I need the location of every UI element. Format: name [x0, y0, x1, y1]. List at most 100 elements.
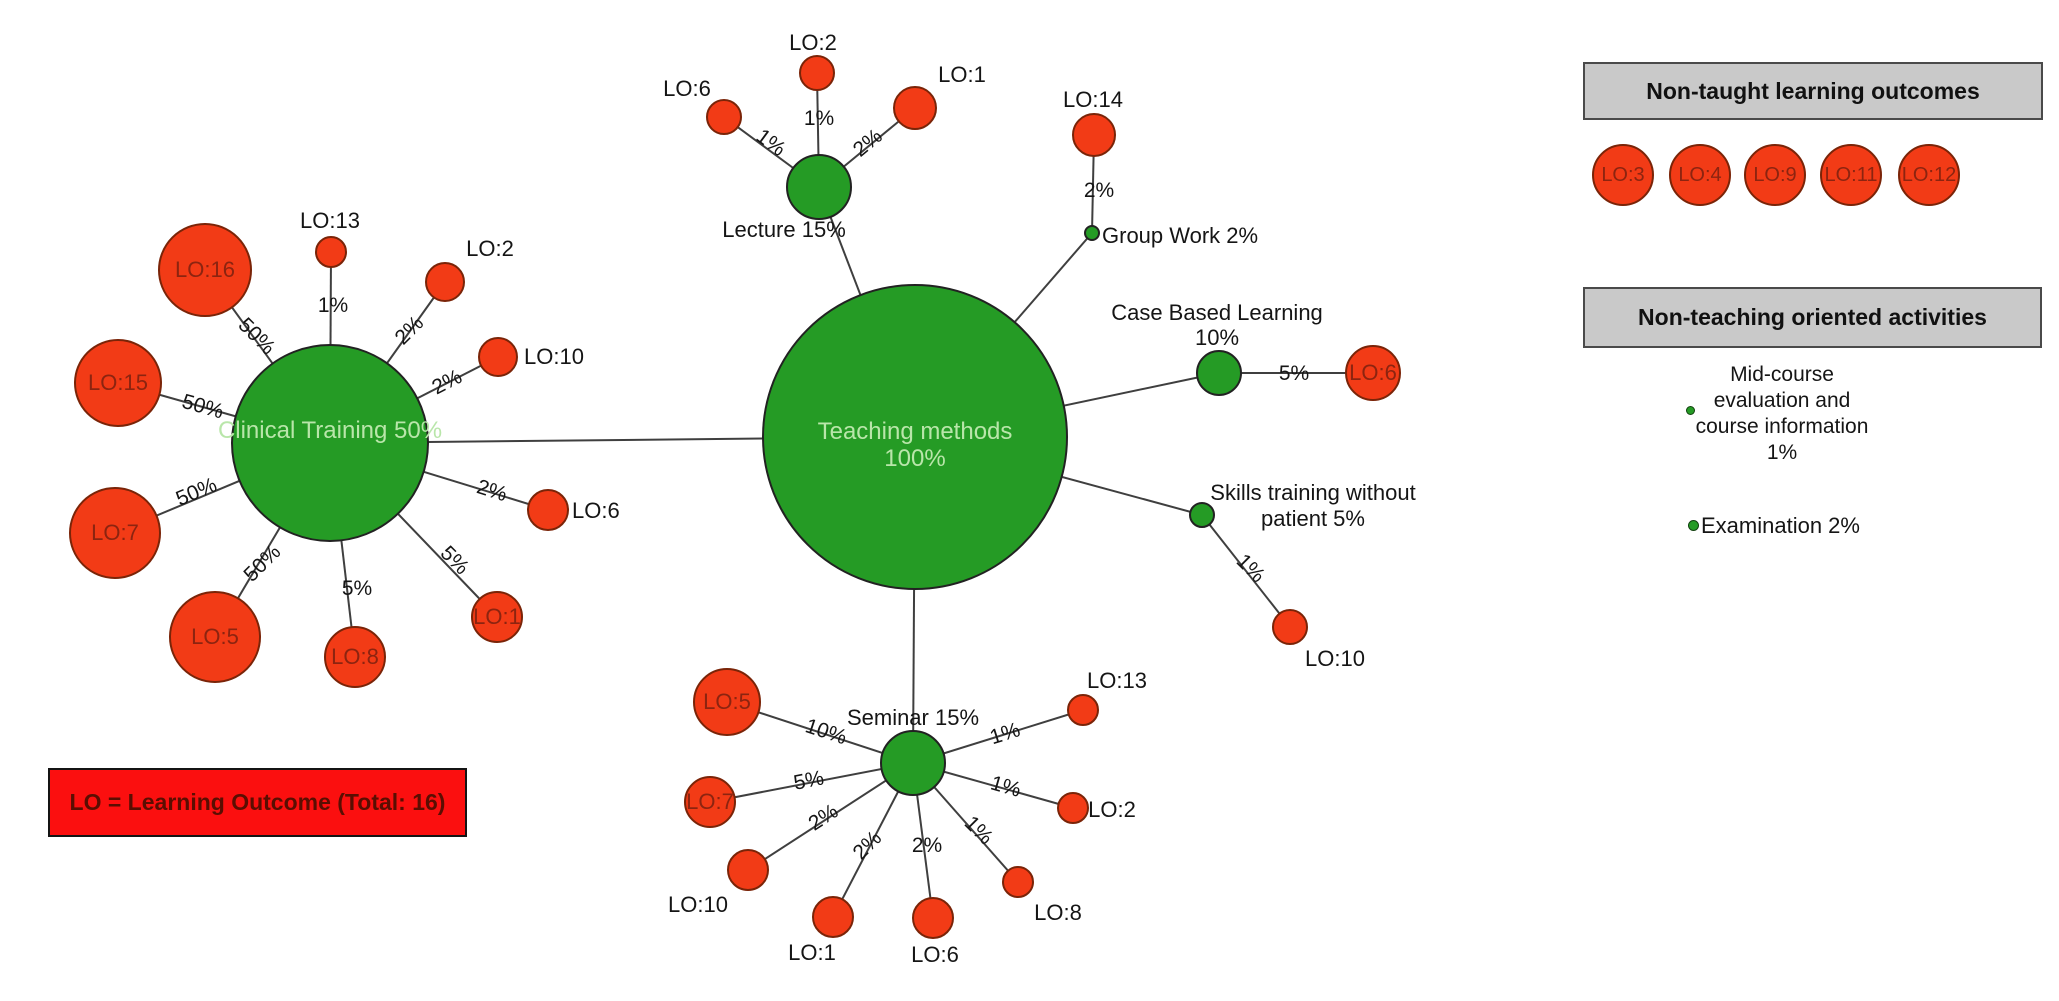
node-label-lecture-lo1: LO:1	[938, 62, 986, 87]
edge-label: 2%	[912, 834, 942, 857]
edge-line	[709, 762, 914, 803]
edge-label: 1%	[804, 107, 834, 130]
edge-label: 1%	[1232, 550, 1270, 588]
edge-label: 1%	[987, 718, 1023, 749]
edge-label: 5%	[436, 542, 474, 580]
node-label-skills-training: Skills training without patient 5%	[1210, 480, 1415, 531]
edge-label: 1%	[752, 125, 790, 162]
node-label-teaching-methods: Teaching methods 100%	[818, 418, 1013, 472]
non-taught-lo-11: LO:11	[1820, 144, 1882, 206]
node-label-seminar-lo13: LO:13	[1087, 668, 1147, 693]
edge-label: 50%	[239, 540, 285, 586]
node-label-seminar-lo6: LO:6	[911, 942, 959, 967]
lo-label: LO:4	[1678, 163, 1722, 186]
node-seminar-lo1	[812, 896, 854, 938]
node-label-clinical-lo7: LO:7	[91, 520, 139, 545]
node-seminar-lo2	[1057, 792, 1089, 824]
node-label-clinical-lo5: LO:5	[191, 624, 239, 649]
non-taught-lo-4: LO:4	[1669, 144, 1731, 206]
legend-non-taught-header: Non-taught learning outcomes	[1583, 62, 2043, 120]
examination-label: Examination 2%	[1701, 513, 1860, 538]
node-clinical-lo1	[471, 591, 523, 643]
edge-label: 50%	[173, 473, 221, 510]
edge-label: 5%	[1279, 362, 1309, 385]
edge-label: 1%	[988, 772, 1023, 802]
lo-label: LO:9	[1753, 163, 1797, 186]
node-lecture-lo6	[706, 99, 742, 135]
node-label-clinical-lo1: LO:1	[473, 604, 521, 629]
node-seminar-lo7	[684, 776, 736, 828]
node-label-clinical-training: Clinical Training 50%	[218, 417, 442, 444]
edge-label: 5%	[792, 766, 826, 794]
node-clinical-lo6	[527, 489, 569, 531]
mid-course-label: Mid-course evaluation and course informa…	[1695, 363, 1869, 464]
non-taught-lo-9: LO:9	[1744, 144, 1806, 206]
node-lecture-lo1	[893, 86, 937, 130]
node-clinical-lo16	[158, 223, 252, 317]
node-groupwork-lo14	[1072, 113, 1116, 157]
node-label-clinical-lo6: LO:6	[572, 498, 620, 523]
node-seminar-lo6	[912, 897, 954, 939]
lo-label: LO:3	[1601, 163, 1645, 186]
node-label-clinical-lo8: LO:8	[331, 644, 379, 669]
node-label-group-work: Group Work 2%	[1102, 223, 1258, 248]
node-label-lecture-lo2: LO:2	[789, 30, 837, 55]
node-label-case-based-learning: Case Based Learning 10%	[1111, 300, 1323, 350]
node-label-seminar-lo5: LO:5	[703, 689, 751, 714]
edge-label: 1%	[318, 294, 348, 317]
node-label-clinical-lo13: LO:13	[300, 208, 360, 233]
node-label-groupwork-lo14: LO:14	[1063, 87, 1123, 112]
node-seminar-lo13	[1067, 694, 1099, 726]
edge-label: 10%	[802, 714, 849, 749]
node-clinical-lo8	[324, 626, 386, 688]
node-clinical-lo7	[69, 487, 161, 579]
edge-line	[1201, 514, 1291, 628]
lo-abbreviation-text: LO = Learning Outcome (Total: 16)	[69, 789, 446, 815]
edge-label: 1%	[960, 812, 998, 850]
edge-label: 2%	[849, 827, 887, 865]
node-label-seminar-lo1: LO:1	[788, 940, 836, 965]
node-label-skills-lo10: LO:10	[1305, 646, 1365, 671]
edge-label: 2%	[391, 312, 429, 350]
lo-label: LO:11	[1824, 163, 1878, 186]
node-seminar-lo5	[693, 668, 761, 736]
edge-label: 2%	[1084, 179, 1114, 202]
node-clinical-lo10	[478, 337, 518, 377]
node-seminar	[880, 730, 946, 796]
node-label-clinical-lo10: LO:10	[524, 344, 584, 369]
node-label-lecture-lo6: LO:6	[663, 76, 711, 101]
node-label-clinical-lo16: LO:16	[175, 257, 235, 282]
legend-non-teaching-header: Non-teaching oriented activities	[1583, 287, 2042, 348]
edge-label: 2%	[428, 365, 466, 399]
node-label-seminar-lo8: LO:8	[1034, 900, 1082, 925]
node-clinical-lo13	[315, 236, 347, 268]
non-taught-lo-3: LO:3	[1592, 144, 1654, 206]
node-seminar-lo8	[1002, 866, 1034, 898]
legend-non-teaching-title: Non-teaching oriented activities	[1638, 304, 1987, 330]
non-taught-lo-12: LO:12	[1898, 144, 1960, 206]
edge-label: 5%	[342, 577, 372, 600]
node-clinical-lo2	[425, 262, 465, 302]
node-label-seminar: Seminar 15%	[847, 705, 979, 730]
node-clinical-lo5	[169, 591, 261, 683]
edge-label: 2%	[474, 475, 510, 506]
node-cbl-lo6	[1345, 345, 1401, 401]
edge-label: 2%	[849, 124, 887, 161]
node-skills-lo10	[1272, 609, 1308, 645]
node-label-seminar-lo2: LO:2	[1088, 797, 1136, 822]
node-seminar-lo10	[727, 849, 769, 891]
node-label-seminar-lo10: LO:10	[668, 892, 728, 917]
node-label-lecture: Lecture 15%	[722, 217, 846, 242]
node-lecture	[786, 154, 852, 220]
node-lecture-lo2	[799, 55, 835, 91]
node-label-cbl-lo6: LO:6	[1349, 360, 1397, 385]
node-label-clinical-lo15: LO:15	[88, 370, 148, 395]
node-clinical-training	[231, 344, 429, 542]
examination-dot	[1688, 520, 1699, 531]
node-group-work	[1084, 225, 1100, 241]
node-label-seminar-lo7: LO:7	[686, 789, 734, 814]
mid-course-dot	[1686, 406, 1695, 415]
node-teaching-methods	[762, 284, 1068, 590]
node-skills-training	[1189, 502, 1215, 528]
